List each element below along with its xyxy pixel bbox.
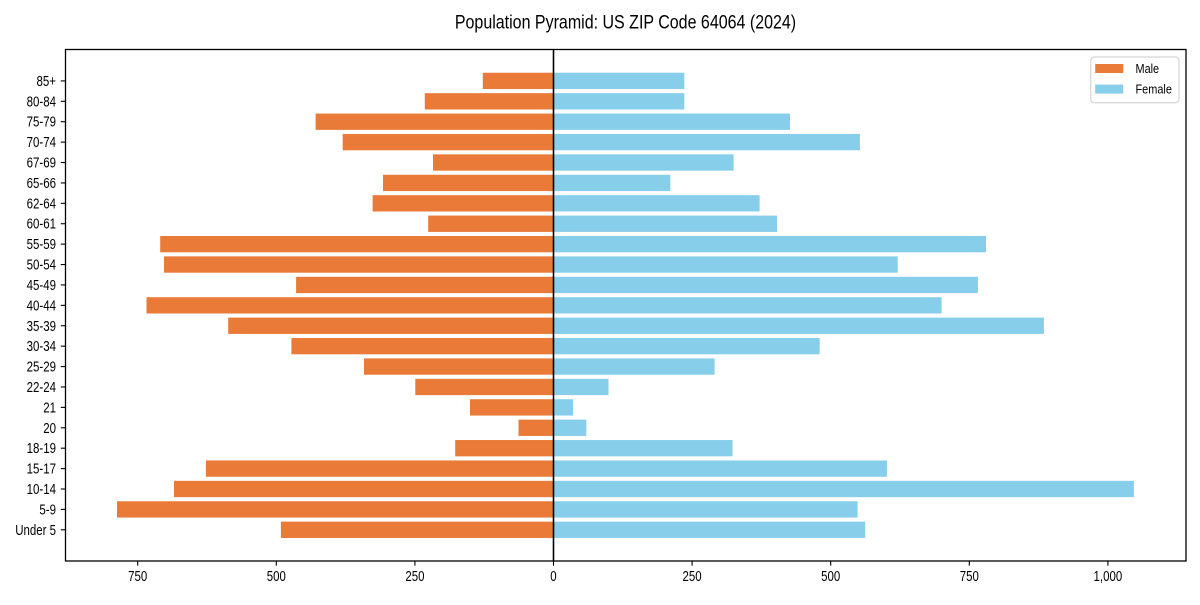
svg-text:15-17: 15-17 xyxy=(27,462,56,478)
svg-text:0: 0 xyxy=(550,569,556,585)
svg-text:10-14: 10-14 xyxy=(27,482,56,498)
svg-text:40-44: 40-44 xyxy=(27,298,56,314)
svg-text:500: 500 xyxy=(821,569,840,585)
svg-text:70-74: 70-74 xyxy=(27,135,56,151)
svg-text:250: 250 xyxy=(683,569,702,585)
svg-text:Male: Male xyxy=(1136,61,1160,76)
svg-text:Population Pyramid: US ZIP Cod: Population Pyramid: US ZIP Code 64064 (2… xyxy=(455,12,796,34)
svg-text:60-61: 60-61 xyxy=(27,217,56,233)
svg-text:Female: Female xyxy=(1136,82,1172,97)
svg-text:Under 5: Under 5 xyxy=(15,523,56,539)
svg-text:35-39: 35-39 xyxy=(27,319,56,335)
svg-text:85+: 85+ xyxy=(37,74,57,90)
svg-text:20: 20 xyxy=(43,421,56,437)
svg-text:250: 250 xyxy=(405,569,424,585)
svg-text:50-54: 50-54 xyxy=(27,258,56,274)
svg-text:22-24: 22-24 xyxy=(27,380,56,396)
svg-text:55-59: 55-59 xyxy=(27,237,56,253)
svg-text:750: 750 xyxy=(128,569,147,585)
svg-text:30-34: 30-34 xyxy=(27,339,56,355)
svg-text:1,000: 1,000 xyxy=(1094,569,1123,585)
svg-text:500: 500 xyxy=(267,569,286,585)
svg-text:21: 21 xyxy=(43,400,56,416)
svg-text:25-29: 25-29 xyxy=(27,360,56,376)
svg-text:5-9: 5-9 xyxy=(39,502,56,518)
svg-text:65-66: 65-66 xyxy=(27,176,56,192)
svg-text:80-84: 80-84 xyxy=(27,94,56,110)
svg-text:67-69: 67-69 xyxy=(27,156,56,172)
svg-text:45-49: 45-49 xyxy=(27,278,56,294)
svg-text:750: 750 xyxy=(960,569,979,585)
svg-text:18-19: 18-19 xyxy=(27,441,56,457)
svg-text:75-79: 75-79 xyxy=(27,115,56,131)
svg-text:62-64: 62-64 xyxy=(27,196,56,212)
